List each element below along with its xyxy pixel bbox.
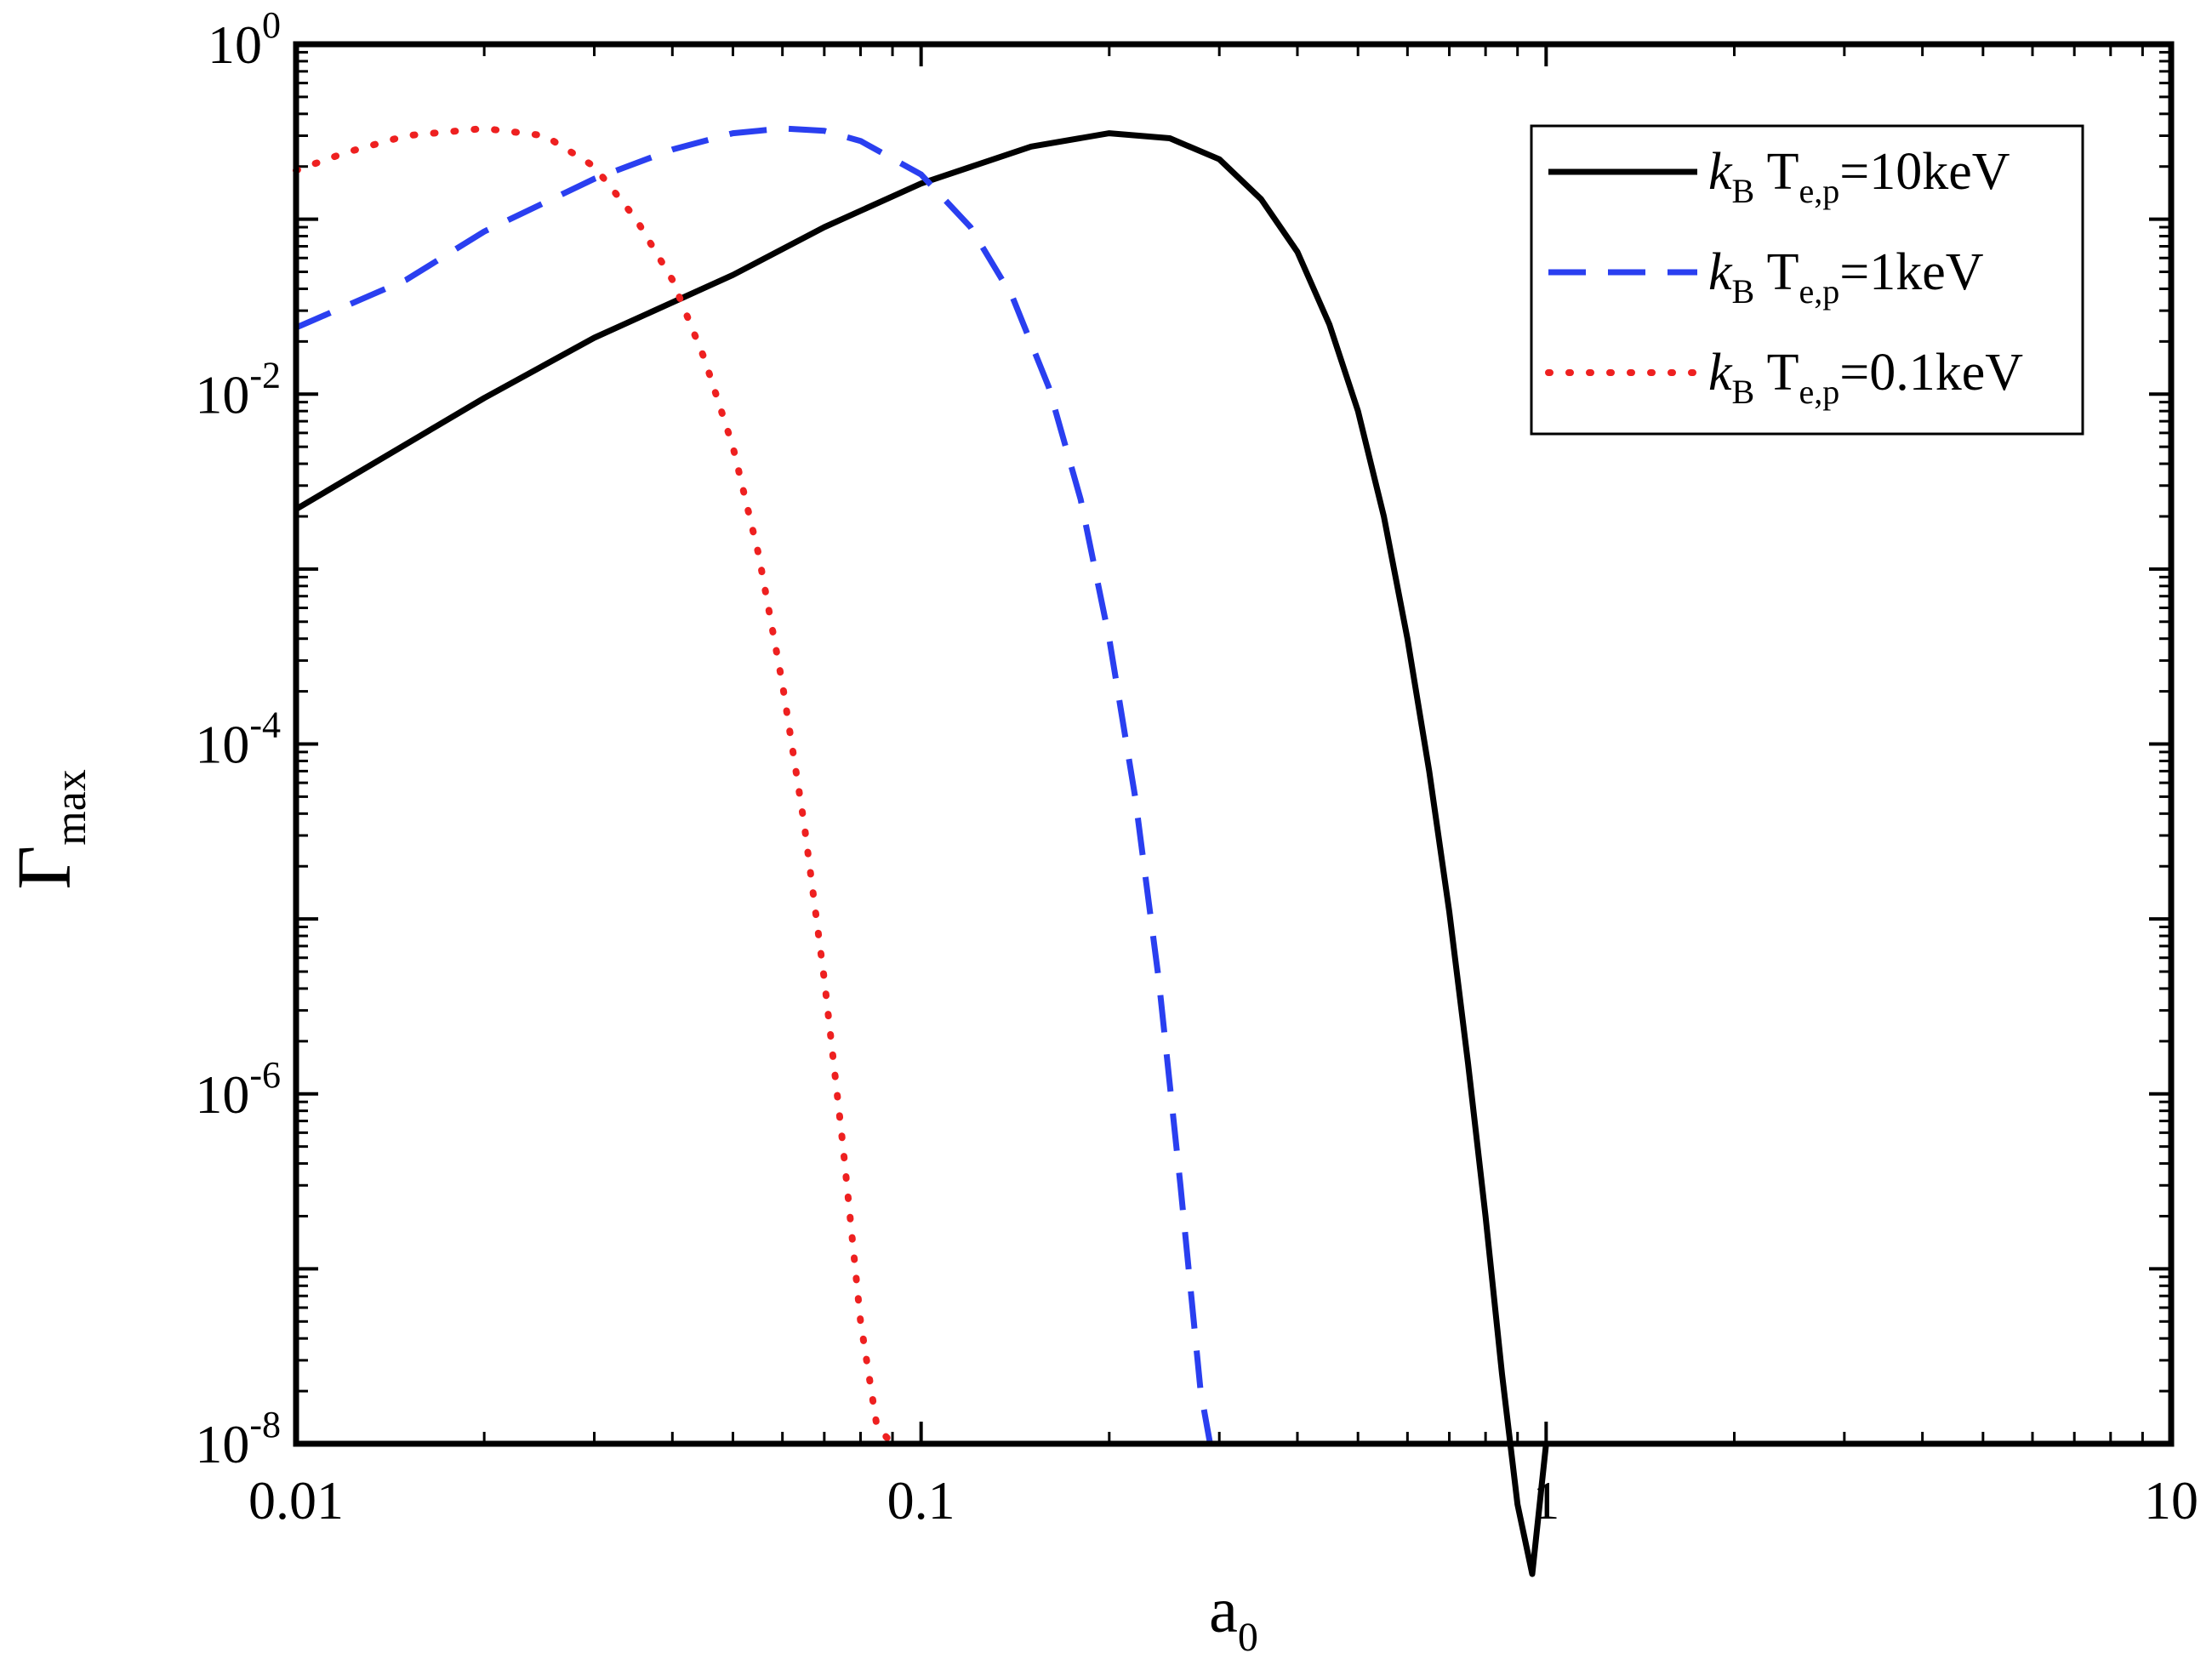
plot-frame: [293, 41, 2175, 1447]
y-tick-label: 10-8: [195, 1404, 281, 1474]
y-tick-label: 10-4: [195, 704, 281, 775]
y-tick-exp: -2: [249, 354, 281, 396]
y-tick-exp: -4: [249, 704, 281, 746]
x-tick-label: 0.1: [887, 1470, 955, 1531]
y-tick-base: 10: [195, 715, 249, 775]
y-axis-title-sub: max: [47, 769, 95, 846]
y-tick-base: 10: [195, 1064, 249, 1125]
series-line-3: [293, 125, 897, 1447]
legend-label-3: kB Te,p=0.1keV: [1708, 344, 2023, 411]
x-tick-labels: 0.01 0.1 1 10: [248, 1470, 2198, 1531]
legend-label-2: kB Te,p=1keV: [1708, 243, 1984, 311]
legend-box: [1530, 124, 2084, 436]
x-tick-label: 0.01: [248, 1470, 344, 1531]
legend-label-1: kB Te,p=10keV: [1708, 143, 2010, 210]
y-tick-base: 10: [208, 14, 262, 75]
series-line-2: [294, 125, 1213, 1445]
y-tick-label: 10-6: [195, 1054, 281, 1125]
y-tick-base: 10: [195, 364, 249, 425]
y-tick-label: 10-2: [195, 354, 281, 425]
x-axis-title: a0: [1209, 1575, 1258, 1659]
x-axis-title-main: a: [1209, 1575, 1238, 1646]
y-tick-exp: -6: [249, 1054, 281, 1096]
y-tick-exp: 0: [262, 4, 281, 46]
y-axis-title-main: Γ: [3, 846, 87, 890]
y-axis-title: Γmax: [3, 769, 95, 890]
y-tick-base: 10: [195, 1414, 249, 1474]
y-tick-exp: -8: [249, 1404, 281, 1445]
x-axis-title-sub: 0: [1238, 1615, 1258, 1659]
x-tick-label: 1: [1532, 1470, 1559, 1531]
y-tick-label: 100: [208, 4, 281, 75]
series-line-1: [294, 130, 1549, 1577]
x-tick-label: 10: [2144, 1470, 2198, 1531]
series-layer: [293, 125, 1549, 1577]
legend: kB Te,p=10keV kB Te,p=1keV kB Te,p=0.1keV: [1530, 124, 2084, 436]
